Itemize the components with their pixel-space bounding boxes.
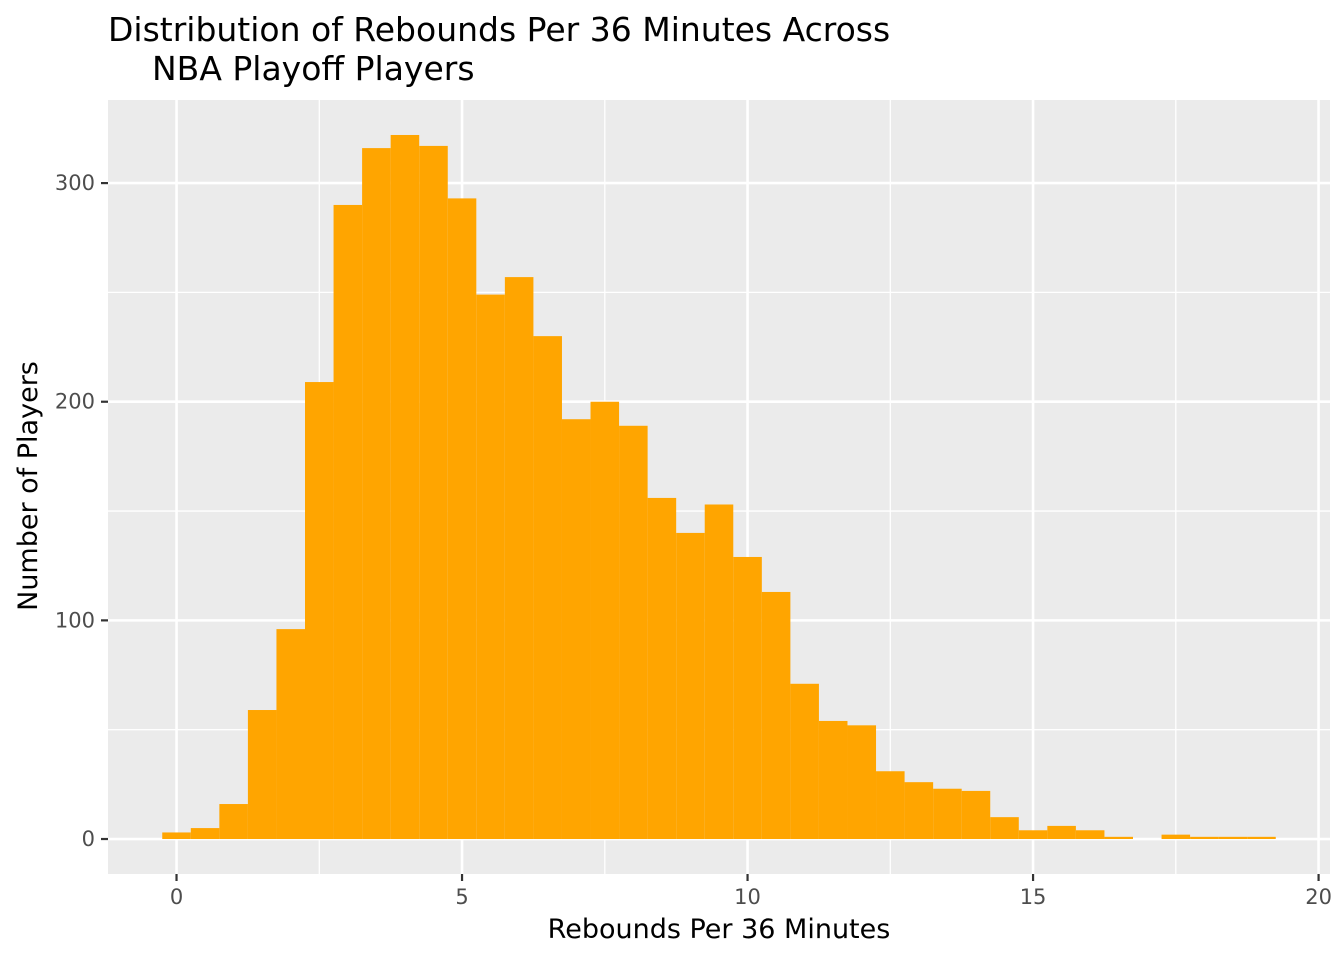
x-axis-title: Rebounds Per 36 Minutes xyxy=(548,914,891,945)
y-axis-title: Number of Players xyxy=(13,361,44,611)
y-axis: 0 100 200 300 xyxy=(55,171,108,851)
histogram-bar xyxy=(447,198,477,840)
histogram-bar xyxy=(933,788,962,840)
chart-title-line-2: NBA Playoff Players xyxy=(152,49,475,88)
histogram-bar xyxy=(990,817,1019,840)
histogram-bar xyxy=(647,497,677,840)
histogram-bar xyxy=(533,336,562,840)
histogram-bar xyxy=(704,504,734,840)
x-tick-label: 10 xyxy=(734,885,761,909)
histogram-bar xyxy=(190,828,220,840)
x-tick-label: 20 xyxy=(1305,885,1332,909)
histogram-bar xyxy=(333,204,363,840)
histogram-bar xyxy=(733,556,762,840)
y-tick-label: 300 xyxy=(55,171,95,195)
histogram-bar xyxy=(847,725,877,840)
x-axis: 0 5 10 15 20 xyxy=(170,874,1332,909)
histogram-bar xyxy=(476,294,505,840)
x-tick-label: 15 xyxy=(1020,885,1047,909)
y-tick-label: 0 xyxy=(82,827,95,851)
chart-title-line-1: Distribution of Rebounds Per 36 Minutes … xyxy=(108,10,890,49)
histogram-bar xyxy=(876,771,905,840)
histogram-bar xyxy=(362,148,391,840)
histogram-bars xyxy=(162,134,1276,840)
histogram-bar xyxy=(419,145,448,840)
y-tick-label: 200 xyxy=(55,390,95,414)
histogram-bar xyxy=(1247,836,1276,840)
histogram-bar xyxy=(1161,834,1191,840)
histogram-bar xyxy=(1018,830,1048,840)
x-tick-label: 5 xyxy=(455,885,468,909)
histogram-bar xyxy=(676,532,705,840)
histogram-bar xyxy=(162,832,191,840)
x-tick-label: 0 xyxy=(170,885,183,909)
histogram-bar xyxy=(1104,836,1133,840)
histogram-bar xyxy=(904,782,934,840)
histogram-bar xyxy=(1047,825,1076,840)
histogram-bar xyxy=(790,683,819,840)
histogram-bar xyxy=(561,419,591,840)
histogram-bar xyxy=(1075,830,1105,840)
y-tick-label: 100 xyxy=(55,608,95,632)
histogram-bar xyxy=(305,382,334,840)
histogram-bar xyxy=(247,710,277,840)
histogram-bar xyxy=(590,401,620,840)
histogram-bar xyxy=(276,629,306,840)
histogram-bar xyxy=(1190,836,1219,840)
histogram-bar xyxy=(1218,836,1248,840)
histogram-bar xyxy=(761,591,791,840)
histogram-bar xyxy=(818,720,848,840)
histogram-bar xyxy=(504,277,534,840)
histogram-bar xyxy=(961,790,991,840)
histogram-bar xyxy=(219,804,248,840)
histogram-bar xyxy=(619,425,648,840)
histogram-bar xyxy=(390,134,420,840)
